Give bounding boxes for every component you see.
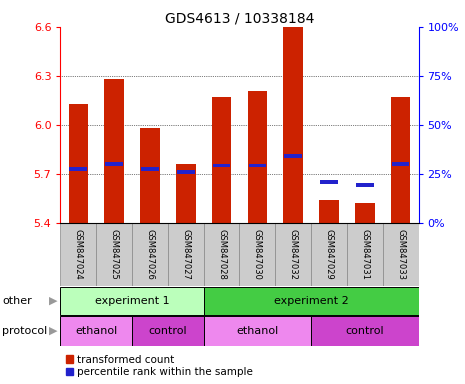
Text: GSM847032: GSM847032 <box>289 229 298 280</box>
Text: GSM847026: GSM847026 <box>146 229 154 280</box>
Bar <box>140 128 160 223</box>
Bar <box>141 167 159 170</box>
Text: GSM847033: GSM847033 <box>396 229 405 280</box>
Text: GSM847027: GSM847027 <box>181 229 190 280</box>
Text: control: control <box>148 326 187 336</box>
Text: experiment 1: experiment 1 <box>95 296 169 306</box>
Bar <box>132 316 204 346</box>
Bar <box>204 287 418 315</box>
Bar <box>212 97 232 223</box>
Bar <box>247 91 267 223</box>
Legend: transformed count, percentile rank within the sample: transformed count, percentile rank withi… <box>66 355 253 377</box>
Bar <box>96 223 132 286</box>
Text: ▶: ▶ <box>49 326 58 336</box>
Bar <box>104 79 124 223</box>
Bar <box>105 162 123 166</box>
Text: control: control <box>345 326 384 336</box>
Bar <box>391 97 411 223</box>
Bar <box>248 164 266 167</box>
Bar <box>392 162 410 166</box>
Text: ▶: ▶ <box>49 296 58 306</box>
Text: GSM847025: GSM847025 <box>110 229 119 280</box>
Text: other: other <box>2 296 32 306</box>
Bar <box>69 167 87 170</box>
Text: GSM847028: GSM847028 <box>217 229 226 280</box>
Bar <box>213 164 231 167</box>
Bar <box>275 223 311 286</box>
Bar <box>132 223 168 286</box>
Text: GSM847024: GSM847024 <box>74 229 83 280</box>
Bar <box>176 164 196 223</box>
Bar <box>60 223 96 286</box>
Bar <box>356 184 374 187</box>
Bar <box>68 104 88 223</box>
Bar <box>204 223 239 286</box>
Bar <box>60 287 204 315</box>
Bar <box>168 223 204 286</box>
Text: experiment 2: experiment 2 <box>274 296 348 306</box>
Title: GDS4613 / 10338184: GDS4613 / 10338184 <box>165 12 314 26</box>
Text: GSM847029: GSM847029 <box>325 229 333 280</box>
Text: protocol: protocol <box>2 326 47 336</box>
Bar <box>319 200 339 223</box>
Text: GSM847030: GSM847030 <box>253 229 262 280</box>
Bar <box>284 154 302 157</box>
Bar <box>347 223 383 286</box>
Bar <box>204 316 311 346</box>
Text: ethanol: ethanol <box>236 326 279 336</box>
Bar <box>239 223 275 286</box>
Bar <box>311 316 418 346</box>
Bar <box>60 316 132 346</box>
Bar <box>311 223 347 286</box>
Text: GSM847031: GSM847031 <box>360 229 369 280</box>
Bar <box>355 203 375 223</box>
Bar <box>320 180 338 184</box>
Bar <box>283 27 303 223</box>
Bar <box>177 170 195 174</box>
Text: ethanol: ethanol <box>75 326 117 336</box>
Bar <box>383 223 418 286</box>
